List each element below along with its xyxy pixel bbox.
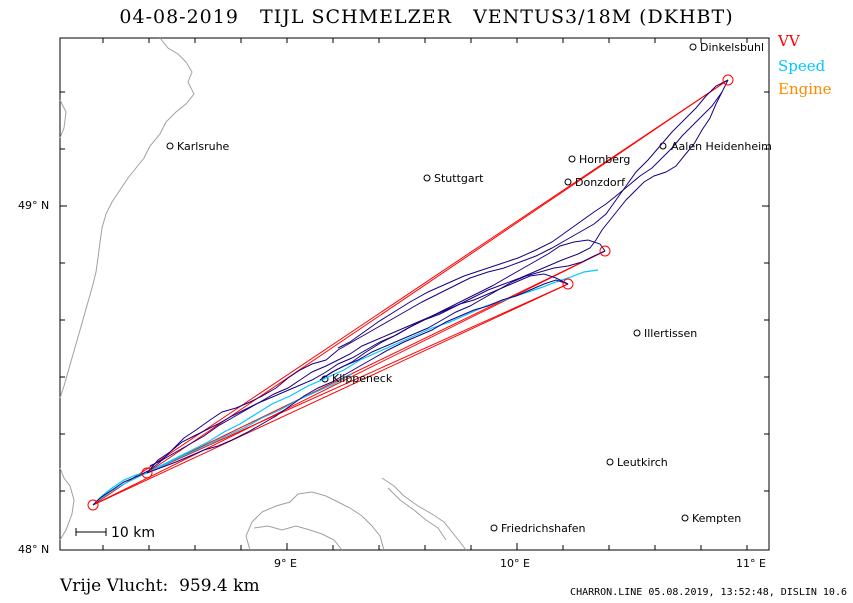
city-label-leutkirch: Leutkirch	[617, 456, 668, 469]
city-label-klippeneck: Klippeneck	[332, 372, 393, 385]
axis-ticks	[60, 38, 769, 550]
lon-label-9: 9° E	[274, 557, 297, 570]
legend-speed: Speed	[778, 57, 826, 75]
scale-bar	[75, 528, 107, 536]
city-label-kempten: Kempten	[692, 512, 742, 525]
city-label-stuttgart: Stuttgart	[434, 172, 484, 185]
lat-label-48: 48° N	[18, 543, 50, 556]
map-frame	[59, 37, 770, 551]
city-label-aalen-heidenheim: Aalen Heidenheim	[671, 140, 772, 153]
city-markers	[166, 43, 697, 532]
city-label-illertissen: Illertissen	[644, 327, 698, 340]
map-title: 04-08-2019 TIJL SCHMELZER VENTUS3/18M (D…	[119, 6, 734, 28]
city-label-hornberg: Hornberg	[579, 153, 631, 166]
credit-line: CHARRON.LINE 05.08.2019, 13:52:48, DISLI…	[570, 587, 847, 598]
city-label-friedrichshafen: Friedrichshafen	[501, 522, 586, 535]
lon-label-10: 10° E	[500, 557, 530, 570]
city-label-donzdorf: Donzdorf	[575, 176, 626, 189]
terrain-outline	[59, 37, 467, 551]
legend-engine: Engine	[778, 80, 832, 98]
task-legs	[92, 79, 729, 506]
lat-label-49: 49° N	[18, 199, 50, 212]
turnpoints	[87, 74, 734, 511]
scale-label: 10 km	[111, 525, 156, 541]
distance-summary: Vrije Vlucht: 959.4 km	[60, 576, 260, 596]
legend-vv: VV	[778, 32, 800, 50]
city-label-dinkelsbuhl: Dinkelsbuhl	[700, 41, 765, 54]
flight-track	[92, 79, 729, 506]
city-label-karlsruhe: Karlsruhe	[177, 140, 230, 153]
lon-label-11: 11° E	[736, 557, 766, 570]
